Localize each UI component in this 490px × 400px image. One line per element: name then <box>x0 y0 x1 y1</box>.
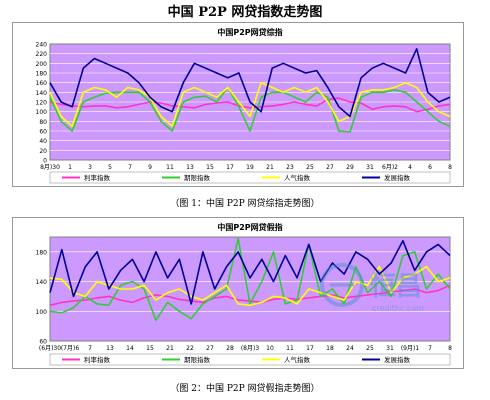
x-tick-label: 29 <box>346 164 354 171</box>
x-tick-label: 22 <box>186 345 194 352</box>
legend-label: 发展指数 <box>384 173 411 182</box>
page-title: 中国 P2P 网贷指数走势图 <box>167 5 323 20</box>
x-tick-label: 21 <box>166 345 174 352</box>
x-tick-label: 8月)30 <box>40 164 60 171</box>
x-tick-label: 27 <box>206 345 214 352</box>
x-tick-label: 19 <box>246 164 254 171</box>
x-tick-label: 25 <box>366 345 374 352</box>
x-tick-label: 21 <box>266 164 274 171</box>
y-tick-label: 60 <box>39 129 47 136</box>
chart-fake-index: 中国P2P网贷假指 60 100 140 180 (6月)30 (7月)6 7 13 14 15 21… <box>12 217 464 369</box>
x-tick-label: 31 <box>366 164 374 171</box>
y-tick-label: 20 <box>39 148 47 155</box>
series-line-3 <box>49 265 451 307</box>
chart-title: 中国P2P网贷假指 <box>217 222 282 232</box>
x-tick-label: 24 <box>346 345 354 352</box>
legend-label: 期限指数 <box>184 355 211 364</box>
legend-label: 人气指数 <box>284 355 311 364</box>
x-tick-label: 8 <box>448 345 452 352</box>
x-tick-label: 7 <box>128 164 132 171</box>
x-tick-label: 15 <box>146 345 154 352</box>
series-line-1 <box>49 97 451 113</box>
y-tick-label: 100 <box>36 309 48 316</box>
series-line-2 <box>49 237 451 321</box>
watermark-url: credithc.com <box>372 304 424 313</box>
x-tick-label: 5 <box>108 164 112 171</box>
y-tick-label: 140 <box>36 90 48 97</box>
x-tick-label: 17 <box>226 164 234 171</box>
x-tick-label: 6 <box>428 164 432 171</box>
x-tick-label: 1 <box>68 164 72 171</box>
x-tick-label: (9月)1 <box>401 345 419 352</box>
x-tick-label: 7 <box>88 345 92 352</box>
series-line-3 <box>49 81 451 127</box>
chart-fake-svg: 中国P2P网贷假指 60 100 140 180 (6月)30 (7月)6 7 13 14 15 21… <box>12 217 464 369</box>
legend-label: 期限指数 <box>184 173 211 182</box>
x-tick-label: 28 <box>226 345 234 352</box>
x-tick-label: 7 <box>428 345 432 352</box>
x-tick-label: 9 <box>148 164 152 171</box>
series-line-4 <box>49 239 451 305</box>
y-tick-label: 180 <box>36 71 48 78</box>
x-tick-label: 27 <box>326 164 334 171</box>
watermark-logo-text: 恒昌 <box>370 272 422 302</box>
x-tick-label: (8月)3 <box>241 345 259 352</box>
x-tick-label: 31 <box>386 345 394 352</box>
x-tick-label: 25 <box>306 164 314 171</box>
chart-caption-1: （图 1：中国 P2P 网贷综指走势图） <box>170 199 320 209</box>
y-tick-label: 40 <box>39 138 47 145</box>
y-tick-label: 0 <box>43 158 47 165</box>
x-tick-label: 15 <box>206 164 214 171</box>
x-tick-label: 11 <box>286 345 294 352</box>
y-tick-label: 180 <box>36 249 48 256</box>
legend-label: 发展指数 <box>384 355 411 364</box>
legend-box <box>49 171 451 184</box>
series-line-2 <box>49 86 451 133</box>
x-tick-label: 14 <box>126 345 134 352</box>
x-tick-label: (7月)6 <box>61 345 79 352</box>
y-tick-label: 100 <box>36 109 48 116</box>
chart-title: 中国P2P网贷综指 <box>217 27 282 37</box>
y-tick-label: 220 <box>36 51 48 58</box>
legend-label: 利率指数 <box>84 355 111 364</box>
x-tick-label: 10 <box>266 345 274 352</box>
watermark: 恒昌 credithc.com <box>320 263 424 313</box>
y-tick-label: 60 <box>39 339 47 346</box>
series-line-4 <box>49 47 451 118</box>
x-tick-label: 23 <box>286 164 294 171</box>
x-tick-label: 3 <box>88 164 92 171</box>
y-tick-label: 160 <box>36 80 48 87</box>
chart-caption-2: （图 2：中国 P2P 网贷假指走势图） <box>170 384 320 394</box>
x-tick-label: 8 <box>448 164 452 171</box>
x-tick-label: 13 <box>106 345 114 352</box>
watermark-logo-icon <box>320 263 364 307</box>
x-tick-label: 18 <box>326 345 334 352</box>
chart-composite-svg: 中国P2P网贷综指 0 20 40 60 80 100 120 140 160 180 200 220 2… <box>12 22 464 187</box>
x-tick-label: 11 <box>166 164 174 171</box>
legend-label: 人气指数 <box>284 173 311 182</box>
y-tick-label: 80 <box>39 119 47 126</box>
x-tick-label: 4 <box>408 164 412 171</box>
legend-box <box>49 353 451 366</box>
chart-composite-index: 中国P2P网贷综指 0 20 40 60 80 100 120 140 160 180 200 220 2… <box>12 22 464 187</box>
legend-label: 利率指数 <box>84 173 111 182</box>
x-tick-label: 13 <box>186 164 194 171</box>
x-tick-label: 17 <box>306 345 314 352</box>
x-tick-label: (6月)30 <box>39 345 61 352</box>
y-tick-label: 140 <box>36 279 48 286</box>
plot-area <box>49 236 451 342</box>
y-tick-label: 200 <box>36 61 48 68</box>
y-tick-label: 120 <box>36 100 48 107</box>
x-tick-label: 6月)2 <box>382 164 398 171</box>
y-tick-label: 240 <box>36 42 48 49</box>
